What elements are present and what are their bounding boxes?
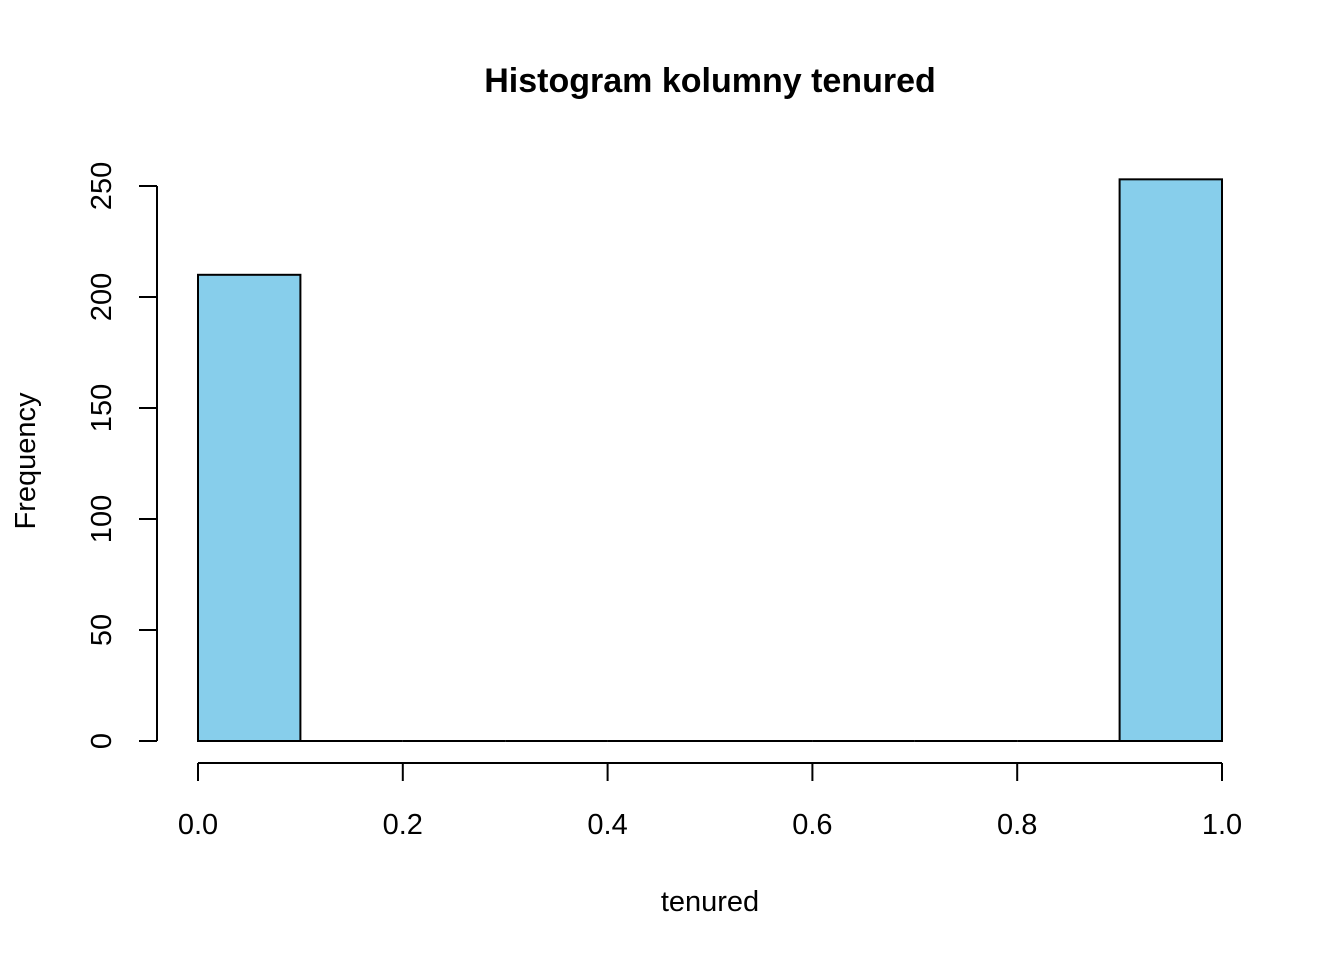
x-tick-label-1: 0.2: [383, 809, 423, 841]
x-tick-label-3: 0.6: [792, 809, 832, 841]
x-axis-label: tenured: [661, 886, 759, 918]
y-tick-label-0: 0: [86, 733, 118, 749]
bars-group: [197, 178, 1223, 742]
y-tick-label-3: 150: [86, 384, 118, 432]
y-tick-label-2: 100: [86, 495, 118, 543]
y-tick-label-4: 200: [86, 273, 118, 321]
y-tick-label-5: 250: [86, 162, 118, 210]
x-axis: 0.0 0.2 0.4 0.6 0.8 1.0: [178, 762, 1242, 841]
chart-title: Histogram kolumny tenured: [484, 62, 936, 100]
histogram-bar-0: [197, 273, 302, 742]
y-axis-label: Frequency: [10, 392, 42, 530]
x-tick-label-4: 0.8: [997, 809, 1037, 841]
y-axis: 0 50 100 150 200 250: [86, 162, 158, 749]
x-tick-label-0: 0.0: [178, 809, 218, 841]
histogram-bar-9: [1118, 178, 1223, 742]
x-tick-label-5: 1.0: [1202, 809, 1242, 841]
x-tick-label-2: 0.4: [587, 809, 627, 841]
y-tick-label-1: 50: [86, 614, 118, 646]
